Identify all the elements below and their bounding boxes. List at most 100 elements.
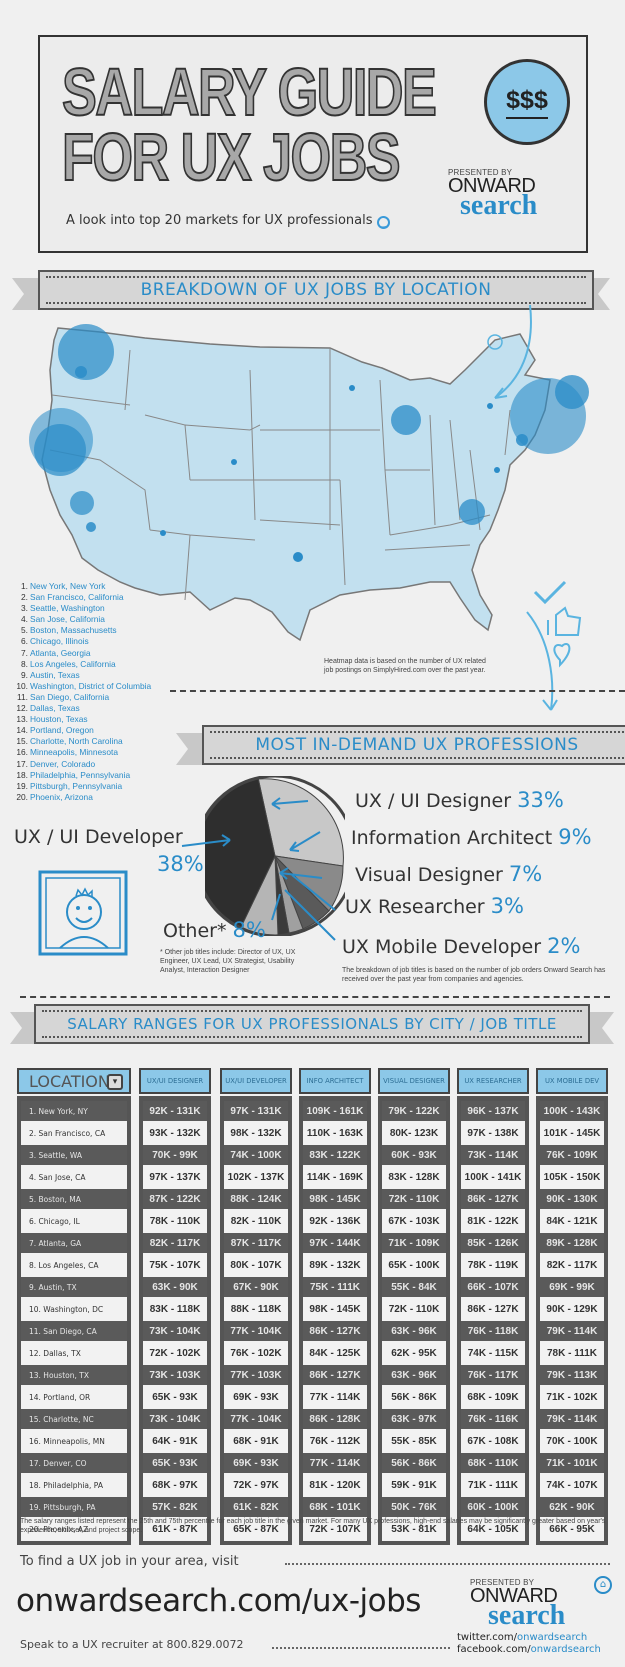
down-arrow-doodle	[526, 611, 558, 711]
ribbon-salary: SALARY RANGES FOR UX PROFESSIONALS BY CI…	[34, 1004, 590, 1044]
arrow-icon	[291, 874, 336, 911]
table-cell-salary: 98K - 145K	[303, 1297, 367, 1321]
dashed-divider	[170, 690, 625, 692]
arrow-icon	[271, 893, 281, 921]
table-cell-salary: 74K - 115K	[461, 1341, 525, 1365]
table-cell-salary: 73K - 103K	[143, 1365, 207, 1385]
table-cell-salary: 67K - 103K	[382, 1209, 446, 1233]
table-cell-salary: 57K - 82K	[143, 1497, 207, 1517]
checkmark-icon	[533, 580, 567, 605]
other-titles-note: * Other job titles include: Director of …	[160, 949, 296, 974]
bubble-chicago	[391, 405, 421, 435]
table-cell-salary: 76K - 102K	[224, 1341, 288, 1365]
table-cell-salary: 68K - 109K	[461, 1385, 525, 1409]
table-cell-salary: 72K - 110K	[382, 1297, 446, 1321]
table-cell-salary: 55K - 84K	[382, 1277, 446, 1297]
city-ranking-list: 1. New York, New York 2. San Francisco, Ca…	[14, 581, 151, 803]
twitter-link[interactable]: twitter.com/onwardsearch	[457, 1632, 588, 1643]
thumbs-up-icon	[547, 606, 582, 636]
table-cell-salary: 63K - 96K	[382, 1365, 446, 1385]
title-line-1: SALARY GUIDE	[61, 55, 437, 130]
location-column-header[interactable]: LOCATION ▾	[17, 1068, 131, 1094]
table-cell-salary: 101K - 145K	[540, 1121, 604, 1145]
salary-note: The salary ranges listed represent the 2…	[20, 1518, 606, 1534]
table-cell-salary: 100K - 143K	[540, 1101, 604, 1121]
table-cell-salary: 59K - 91K	[382, 1473, 446, 1497]
bubble-losangeles	[70, 491, 94, 515]
table-row-location: 5. Boston, MA	[21, 1189, 127, 1209]
social-links: twitter.com/onwardsearch facebook.com/on…	[457, 1632, 601, 1656]
table-cell-salary: 71K - 109K	[382, 1233, 446, 1253]
table-cell-salary: 68K - 97K	[143, 1473, 207, 1497]
list-item: 19. Pittsburgh, Pennsylvania	[16, 780, 123, 791]
footer-logo: PRESENTED BY ONWARD search	[470, 1578, 566, 1631]
table-cell-salary: 64K - 91K	[143, 1429, 207, 1453]
table-cell-salary: 76K - 112K	[303, 1429, 367, 1453]
table-cell-salary: 72K - 102K	[143, 1341, 207, 1365]
ribbon-location-title: BREAKDOWN OF UX JOBS BY LOCATION	[140, 280, 492, 300]
table-row-location: 19. Pittsburgh, PA	[21, 1497, 127, 1517]
table-cell-salary: 77K - 103K	[224, 1365, 288, 1385]
jobs-url-link[interactable]: onwardsearch.com/ux-jobs	[16, 1583, 421, 1619]
home-icon[interactable]: ⌂	[594, 1576, 612, 1594]
table-cell-salary: 80K- 123K	[382, 1121, 446, 1145]
table-cell-salary: 75K - 111K	[303, 1277, 367, 1297]
table-cell-salary: 81K - 120K	[303, 1473, 367, 1497]
list-item: 20. Phoenix, Arizona	[16, 791, 93, 802]
logo-search: search	[488, 1600, 566, 1631]
table-cell-salary: 88K - 124K	[224, 1189, 288, 1209]
heatmap-note-line-2: job postings on SimplyHired.com over the…	[324, 667, 486, 674]
list-item: 5. Boston, Massachusetts	[21, 625, 117, 636]
pie-label-visual-designer: Visual Designer 7%	[355, 862, 543, 886]
ribbon-professions-title: MOST IN-DEMAND UX PROFESSIONS	[255, 735, 579, 755]
table-cell-salary: 79K - 122K	[382, 1101, 446, 1121]
dropdown-chevron-icon[interactable]: ▾	[107, 1074, 123, 1090]
avatar-face-icon	[66, 894, 102, 930]
table-cell-salary: 70K - 100K	[540, 1429, 604, 1453]
heart-icon	[553, 643, 571, 668]
arrow-head-icon	[494, 387, 508, 399]
table-row-location: 14. Portland, OR	[21, 1385, 127, 1409]
table-cell-salary: 55K - 85K	[382, 1429, 446, 1453]
pie-label-ux-ui-developer: UX / UI Developer	[14, 826, 183, 848]
table-cell-salary: 78K - 111K	[540, 1341, 604, 1365]
table-cell-salary: 78K - 110K	[143, 1209, 207, 1233]
arrow-icon	[181, 834, 231, 847]
table-cell-salary: 110K - 163K	[303, 1121, 367, 1145]
table-row-location: 15. Charlotte, NC	[21, 1409, 127, 1429]
table-row-location: 6. Chicago, IL	[21, 1209, 127, 1233]
avatar-doodle	[38, 870, 128, 956]
table-cell-salary: 66K - 107K	[461, 1277, 525, 1297]
table-cell-salary: 70K - 99K	[143, 1145, 207, 1165]
list-item: 8. Los Angeles, California	[21, 658, 116, 669]
table-cell-salary: 90K - 130K	[540, 1189, 604, 1209]
list-item: 9. Austin, Texas	[21, 669, 80, 680]
table-cell-salary: 71K - 102K	[540, 1385, 604, 1409]
table-cell-salary: 82K - 117K	[143, 1233, 207, 1253]
table-cell-salary: 82K - 117K	[540, 1253, 604, 1277]
presented-by-label: PRESENTED BY	[448, 168, 513, 177]
table-row-location: 16. Minneapolis, MN	[21, 1429, 127, 1453]
table-cell-salary: 86K - 127K	[303, 1321, 367, 1341]
squiggle-divider	[272, 1647, 450, 1649]
bubble-seattle	[58, 324, 114, 380]
table-cell-salary: 62K - 95K	[382, 1341, 446, 1365]
table-row-location: 7. Atlanta, GA	[21, 1233, 127, 1253]
table-cell-salary: 80K - 107K	[224, 1253, 288, 1277]
column-header-info-architect: INFO ARCHITECT	[299, 1068, 371, 1094]
table-cell-salary: 64K - 105K	[461, 1517, 525, 1541]
subtitle-text: A look into top 20 markets for UX profes…	[66, 213, 373, 228]
arrow-curve	[494, 304, 532, 399]
table-cell-salary: 65K - 93K	[143, 1453, 207, 1473]
logo-onward: ONWARD	[470, 1585, 558, 1607]
bubble-charlotte	[494, 467, 500, 473]
facebook-link[interactable]: facebook.com/onwardsearch	[457, 1644, 601, 1655]
list-item: 15. Charlotte, North Carolina	[16, 736, 123, 747]
table-cell-salary: 72K - 107K	[303, 1517, 367, 1541]
column-header-ux-mobile-dev: UX MOBILE DEV	[536, 1068, 608, 1094]
table-cell-salary: 97K - 131K	[224, 1101, 288, 1121]
arrow-icon	[279, 867, 323, 880]
table-cell-salary: 98K - 132K	[224, 1121, 288, 1145]
table-cell-salary: 109K - 161K	[303, 1101, 367, 1121]
title-line-2: FOR UX JOBS	[61, 120, 401, 195]
